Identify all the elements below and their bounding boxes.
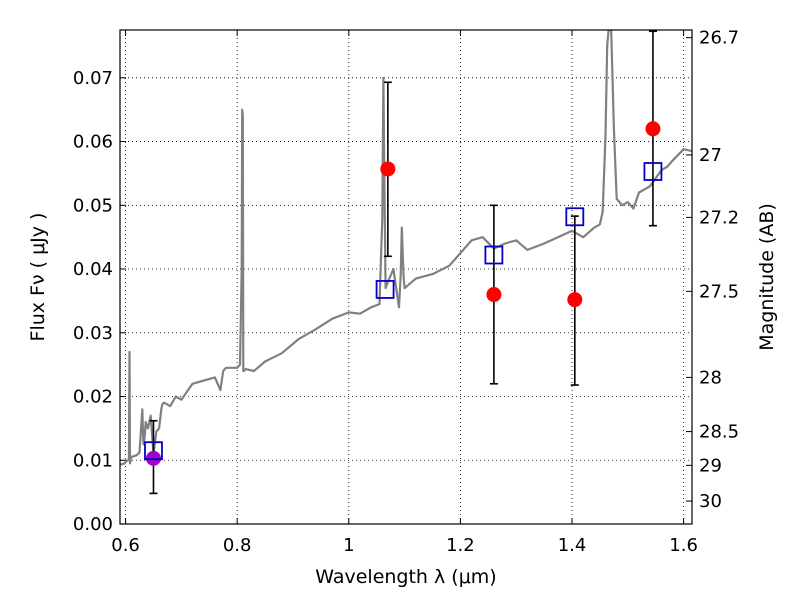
model-point — [375, 280, 395, 299]
y-axis-label: Flux Fν ( μJy ) — [27, 213, 49, 342]
y-tick-label: 0.01 — [73, 450, 113, 471]
x-tick-label: 0.8 — [223, 535, 252, 556]
right-tick-label: 30 — [699, 491, 722, 512]
y-tick-label: 0.04 — [73, 259, 113, 280]
observed-point — [380, 161, 396, 177]
right-tick-label: 28.5 — [699, 422, 739, 443]
model-point — [144, 441, 163, 461]
observed-point — [486, 287, 502, 303]
observed-point — [645, 121, 661, 137]
x-tick-label: 0.6 — [111, 535, 140, 556]
observed-point — [567, 292, 583, 308]
y-tick-label: 0.02 — [73, 387, 113, 408]
right-tick-label: 26.7 — [699, 28, 739, 49]
y-tick-label: 0.00 — [73, 514, 113, 535]
right-tick-label: 27.2 — [699, 207, 739, 228]
x-axis-ticks: 0.6 0.8 1 1.2 1.4 1.6 — [111, 30, 698, 556]
plot-background — [120, 30, 692, 524]
right-tick-label: 27.5 — [699, 281, 739, 302]
x-tick-label: 1.6 — [669, 535, 698, 556]
plot-area — [120, 30, 692, 495]
model-point — [643, 162, 663, 181]
right-axis-ticks: 26.7 27 27.2 27.5 28 28.5 29 30 — [686, 28, 739, 512]
model-point — [484, 245, 504, 265]
right-tick-label: 27 — [699, 145, 722, 166]
right-axis-label: Magnitude (AB) — [756, 203, 778, 351]
y-axis-ticks: 0.00 0.01 0.02 0.03 0.04 0.05 0.06 0.07 — [73, 68, 126, 535]
x-tick-label: 1.2 — [446, 535, 475, 556]
y-tick-label: 0.07 — [73, 68, 113, 89]
right-tick-label: 29 — [699, 455, 722, 476]
right-tick-label: 28 — [699, 367, 722, 388]
x-axis-label: Wavelength λ (μm) — [315, 566, 496, 588]
y-tick-label: 0.03 — [73, 323, 113, 344]
y-tick-label: 0.06 — [73, 132, 113, 153]
x-tick-label: 1 — [343, 535, 354, 556]
x-tick-label: 1.4 — [558, 535, 587, 556]
plot-frame — [119, 29, 693, 525]
model-point — [565, 207, 585, 227]
model-points — [144, 162, 663, 461]
y-tick-label: 0.05 — [73, 195, 113, 216]
